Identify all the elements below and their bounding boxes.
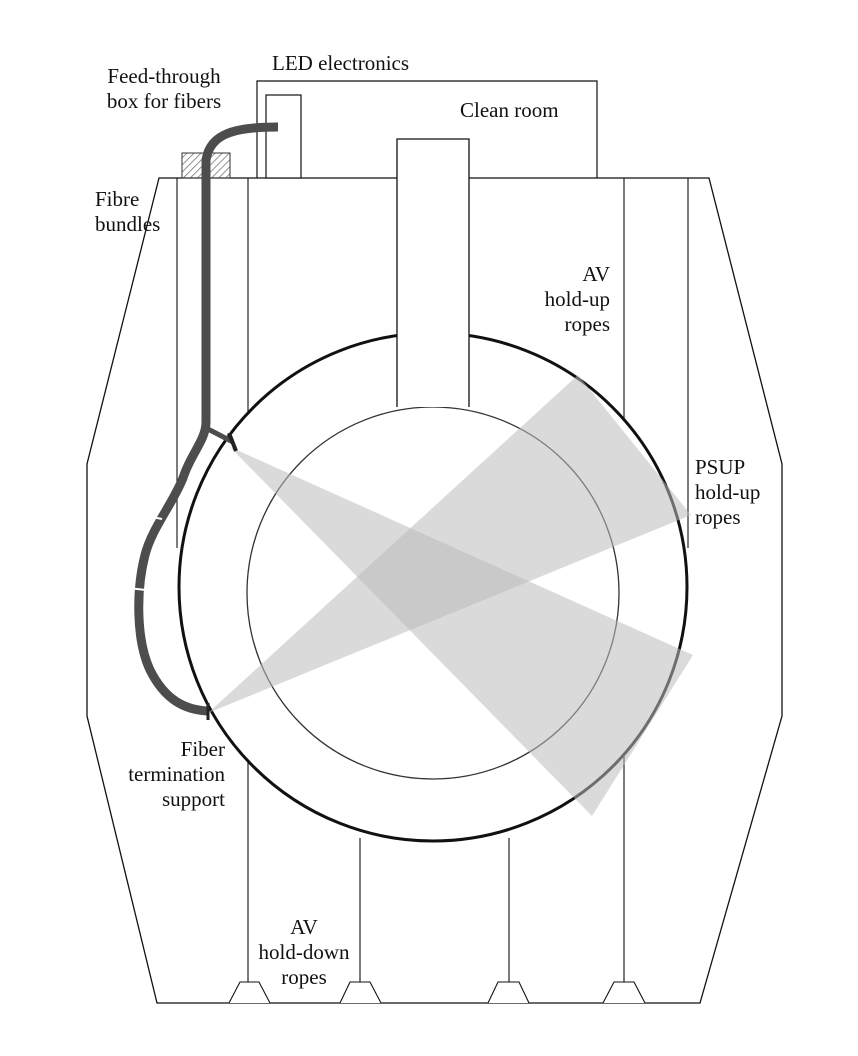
av-neck: [396, 138, 470, 407]
anchor-2: [339, 981, 382, 1004]
label-fibre-bundles: Fibre bundles: [95, 187, 160, 237]
label-psup-line3: ropes: [695, 505, 741, 529]
anchor-4: [602, 981, 646, 1004]
label-fibre-bundles-line1: Fibre: [95, 187, 140, 211]
label-feedthrough-box: Feed-through box for fibers: [84, 64, 244, 114]
label-av-holddown-line3: ropes: [281, 965, 327, 989]
fiber-termination-support-upper: [227, 432, 238, 452]
label-led-electronics: LED electronics: [272, 51, 410, 75]
fibre-bundle-joint-2: [127, 587, 147, 591]
label-av-holddown-line2: hold-down: [258, 940, 350, 964]
label-psup-line2: hold-up: [695, 480, 761, 504]
label-psup-line1: PSUP: [695, 455, 746, 479]
fibre-bundle-joint-1: [146, 515, 163, 520]
label-fiber-term-line2: termination: [128, 762, 225, 786]
label-feedthrough-line1: Feed-through: [107, 64, 221, 88]
light-beam-upper: [230, 447, 693, 816]
label-av-holdup-ropes: AV hold-up ropes: [520, 262, 610, 337]
label-feedthrough-line2: box for fibers: [106, 89, 222, 113]
label-fiber-term-line1: Fiber: [180, 737, 225, 761]
label-fibre-bundles-line2: bundles: [95, 212, 161, 236]
label-av-holddown-line1: AV: [290, 915, 318, 939]
label-av-holddown-ropes: AV hold-down ropes: [254, 915, 354, 990]
label-psup-holdup-ropes: PSUP hold-up ropes: [695, 455, 760, 530]
label-clean-room: Clean room: [460, 98, 559, 122]
fibre-bundle: [134, 122, 279, 716]
light-beam-lower: [208, 375, 691, 713]
cavity-outline: [86, 177, 783, 1004]
label-av-holdup-line1: AV: [582, 262, 610, 286]
label-fiber-termination-support: Fiber termination support: [110, 737, 225, 812]
anchor-1: [228, 981, 271, 1004]
label-fiber-term-line3: support: [162, 787, 225, 811]
led-electronics-box: [265, 94, 302, 179]
label-av-holdup-line2: hold-up: [544, 287, 610, 311]
anchor-3: [487, 981, 530, 1004]
label-av-holdup-line3: ropes: [564, 312, 611, 336]
fiber-branch-upper: [204, 425, 235, 445]
